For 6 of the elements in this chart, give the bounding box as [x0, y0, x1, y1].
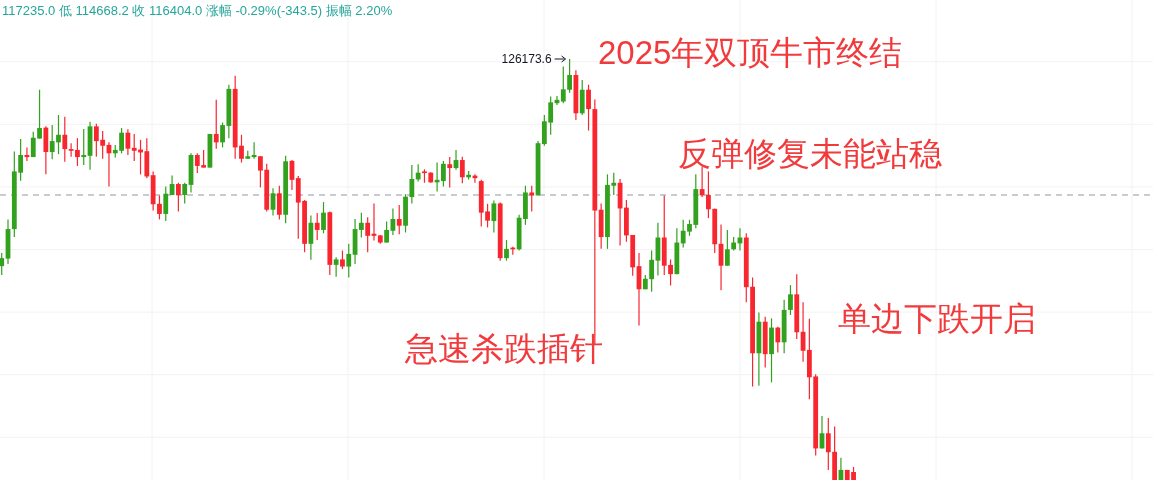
- annotation: 急速杀跌插针: [405, 330, 603, 367]
- annotation: 反弹修复未能站稳: [678, 135, 942, 172]
- annotation: 单边下跌开启: [838, 300, 1036, 337]
- annotation: 117235.0 低 114668.2 收 116404.0 涨幅 -0.29%(-343.5) 振幅 2.20%: [2, 3, 393, 18]
- annotation: 126173.6: [501, 52, 552, 66]
- annotation: 2025年双顶牛市终结: [598, 34, 903, 71]
